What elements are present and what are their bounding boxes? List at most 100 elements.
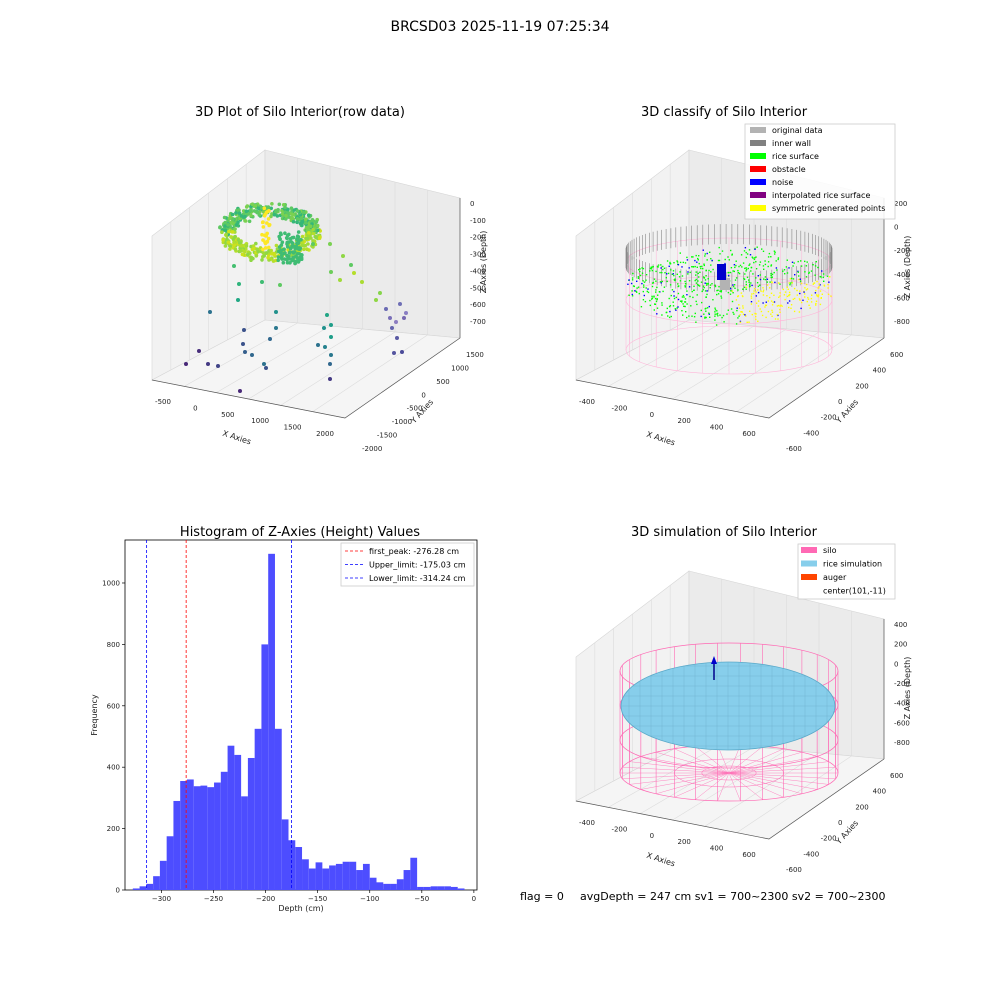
raw-point (285, 245, 290, 249)
class-point (706, 293, 708, 296)
class-point (757, 300, 760, 302)
histogram-bar (132, 888, 140, 890)
class-point (642, 290, 644, 293)
class-point (750, 270, 752, 272)
class-point (662, 265, 664, 268)
class-point (669, 310, 671, 313)
class-point (759, 308, 761, 310)
class-point (638, 269, 640, 271)
grid-line (280, 331, 396, 406)
class-point (805, 265, 808, 267)
class-point (705, 269, 707, 272)
class-point (733, 270, 735, 273)
class-point (703, 286, 705, 289)
class-point (631, 279, 634, 281)
raw-point (302, 210, 306, 215)
x-tick-label: −50 (414, 895, 429, 903)
raw-point (230, 221, 235, 225)
class-point (727, 291, 730, 294)
class-point (742, 262, 745, 264)
class-point (684, 280, 686, 283)
x-tick-label: −100 (360, 895, 379, 903)
histogram-legend-box (340, 542, 475, 587)
raw-point (291, 235, 296, 240)
raw-point (263, 240, 267, 244)
class-point (669, 263, 672, 265)
raw-point (269, 248, 274, 253)
histogram-bar (241, 796, 248, 890)
z-tick-label: -600 (894, 294, 910, 302)
class-point (753, 258, 756, 260)
class-point (798, 278, 800, 281)
class-point (770, 300, 773, 302)
class-point (812, 283, 814, 285)
x-tick-label: -400 (579, 819, 595, 827)
class-point (637, 277, 640, 279)
class-point (628, 279, 630, 281)
class-point (754, 257, 756, 259)
class-point (763, 278, 765, 280)
class-point (744, 273, 746, 275)
classify-legend-box (744, 123, 896, 220)
class-point (766, 281, 768, 283)
class-point (706, 282, 708, 285)
class-point (662, 290, 664, 293)
class-point (805, 283, 808, 286)
class-point (703, 264, 705, 267)
class-point (782, 288, 784, 291)
class-point (636, 287, 638, 289)
histogram-bar (180, 781, 187, 890)
histogram-bar (369, 877, 377, 890)
class-point (673, 297, 676, 300)
class-point (697, 284, 700, 287)
rice-simulation-surface (620, 656, 836, 751)
class-point (660, 267, 662, 269)
class-point (779, 295, 781, 297)
axis-edge (151, 337, 461, 419)
raw-point (254, 241, 258, 246)
class-point (777, 304, 780, 307)
raw-point (291, 219, 296, 224)
class-point (754, 288, 756, 290)
raw-point (305, 247, 309, 251)
class-point (738, 272, 741, 275)
class-point (827, 287, 829, 289)
class-point (655, 291, 657, 293)
class-point (790, 304, 793, 306)
z-tick-label: 400 (894, 621, 907, 629)
raw-point (230, 230, 235, 234)
grid-line (736, 334, 852, 412)
z-tick-label: -600 (470, 301, 486, 309)
class-point (732, 270, 734, 272)
class-point (686, 256, 688, 259)
class-point (772, 301, 774, 304)
raw-point (329, 323, 333, 327)
class-point (721, 250, 724, 252)
raw-point (328, 362, 332, 366)
class-point (735, 323, 738, 325)
x-tick-label: -200 (611, 404, 627, 412)
class-point (651, 298, 653, 300)
class-point (745, 251, 747, 254)
axis-edge (575, 337, 885, 419)
raw-point (329, 353, 333, 357)
class-point (696, 294, 698, 296)
class-point (682, 294, 685, 297)
class-point (698, 255, 700, 257)
raw-point (295, 217, 300, 221)
x-tick-label: 1500 (284, 424, 302, 432)
y-tick-label: -1500 (377, 432, 397, 440)
class-point (700, 267, 702, 270)
class-point (760, 310, 763, 313)
silo-ring (625, 325, 833, 375)
class-point (814, 265, 817, 267)
grid-line (248, 328, 363, 400)
grid-line (704, 331, 820, 406)
class-point (815, 300, 818, 302)
x-tick-label: -500 (155, 398, 171, 406)
raw-point (312, 231, 316, 236)
class-point (739, 320, 742, 323)
legend-swatch (750, 179, 766, 185)
raw-point (298, 256, 303, 260)
raw-point (246, 252, 250, 257)
